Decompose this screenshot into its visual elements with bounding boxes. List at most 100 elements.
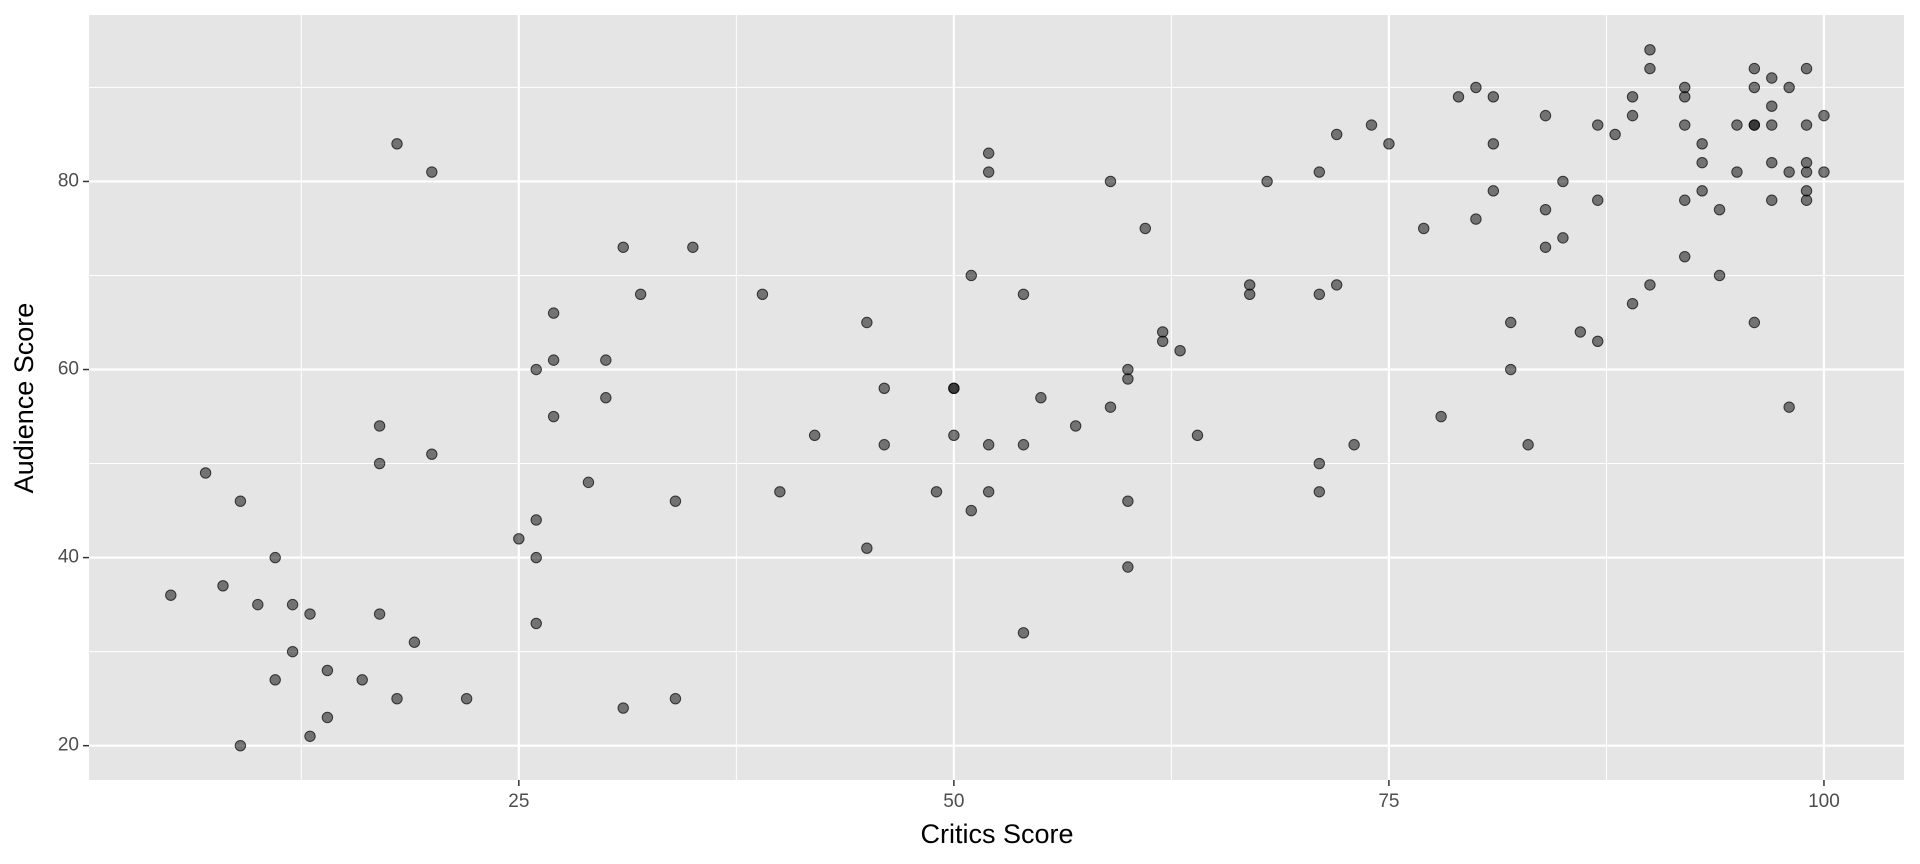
point <box>234 739 247 752</box>
point <box>1243 288 1256 300</box>
point <box>1783 166 1795 178</box>
point <box>1156 335 1169 348</box>
point <box>1626 297 1639 310</box>
point <box>1557 175 1569 188</box>
point <box>1609 128 1621 141</box>
point <box>1313 486 1326 498</box>
point <box>321 664 334 677</box>
point <box>1696 138 1708 150</box>
point <box>1539 109 1552 122</box>
point <box>1748 316 1761 329</box>
point <box>165 589 177 601</box>
point <box>1243 279 1256 291</box>
point <box>1470 213 1482 225</box>
point <box>269 551 281 564</box>
point <box>1713 269 1726 282</box>
y-axis-title: Audience Score <box>9 303 39 494</box>
point <box>1017 439 1030 451</box>
point <box>1122 363 1134 376</box>
point <box>1679 194 1691 206</box>
point <box>634 288 647 300</box>
x-tick-label: 100 <box>1808 791 1840 812</box>
point <box>1800 119 1813 131</box>
point <box>617 702 629 714</box>
point <box>1644 44 1656 56</box>
point <box>669 495 682 507</box>
point <box>1766 156 1778 169</box>
point <box>930 486 943 498</box>
point <box>1592 194 1604 206</box>
point <box>1452 91 1465 103</box>
point <box>1505 363 1517 376</box>
point <box>1679 81 1691 94</box>
point <box>1783 401 1795 413</box>
point <box>1348 439 1360 451</box>
point <box>669 692 682 705</box>
point <box>1644 62 1656 75</box>
point <box>1748 119 1761 131</box>
point <box>513 533 525 545</box>
point <box>1592 335 1604 348</box>
point <box>1313 457 1326 470</box>
point <box>965 504 977 517</box>
point <box>304 608 316 620</box>
point <box>878 382 890 395</box>
point <box>530 551 542 564</box>
point <box>1818 109 1830 122</box>
point <box>1261 175 1273 188</box>
point <box>286 645 299 658</box>
plot-panel <box>89 15 1904 780</box>
point <box>1435 410 1447 423</box>
point <box>861 542 873 554</box>
point <box>234 495 247 507</box>
point <box>1766 72 1778 84</box>
point <box>600 354 612 366</box>
point <box>948 429 960 442</box>
point <box>1122 561 1134 573</box>
point <box>1104 401 1117 413</box>
point <box>1104 175 1117 188</box>
point <box>1800 185 1813 197</box>
point <box>1626 109 1639 122</box>
point <box>547 410 560 423</box>
point <box>356 674 368 686</box>
point <box>391 138 403 150</box>
point <box>982 486 995 498</box>
point <box>1505 316 1517 329</box>
point <box>1800 156 1813 169</box>
point <box>530 363 542 376</box>
point <box>1818 166 1830 178</box>
point <box>426 166 438 178</box>
point <box>1331 128 1343 141</box>
point <box>948 382 960 395</box>
point <box>1522 439 1534 451</box>
point <box>982 166 995 178</box>
point <box>1017 627 1030 639</box>
y-tick-label: 60 <box>58 359 79 380</box>
point <box>373 420 386 432</box>
point <box>1539 203 1552 216</box>
point <box>408 636 421 648</box>
point <box>617 241 629 253</box>
point <box>1644 279 1656 291</box>
point <box>530 514 542 526</box>
point <box>774 486 786 498</box>
point <box>217 580 229 592</box>
x-axis-title: Critics Score <box>920 819 1073 849</box>
point <box>1191 429 1204 442</box>
point <box>286 598 299 611</box>
point <box>1800 166 1813 178</box>
point <box>1800 194 1813 206</box>
x-tick-label: 50 <box>943 791 964 812</box>
point <box>1122 373 1134 385</box>
point <box>373 608 386 620</box>
point <box>1557 232 1569 244</box>
point <box>547 307 560 319</box>
point <box>1418 222 1430 235</box>
point <box>530 617 542 630</box>
point <box>1766 194 1778 206</box>
point <box>1592 119 1604 131</box>
point <box>460 692 473 705</box>
point <box>982 439 995 451</box>
point <box>1783 81 1795 94</box>
